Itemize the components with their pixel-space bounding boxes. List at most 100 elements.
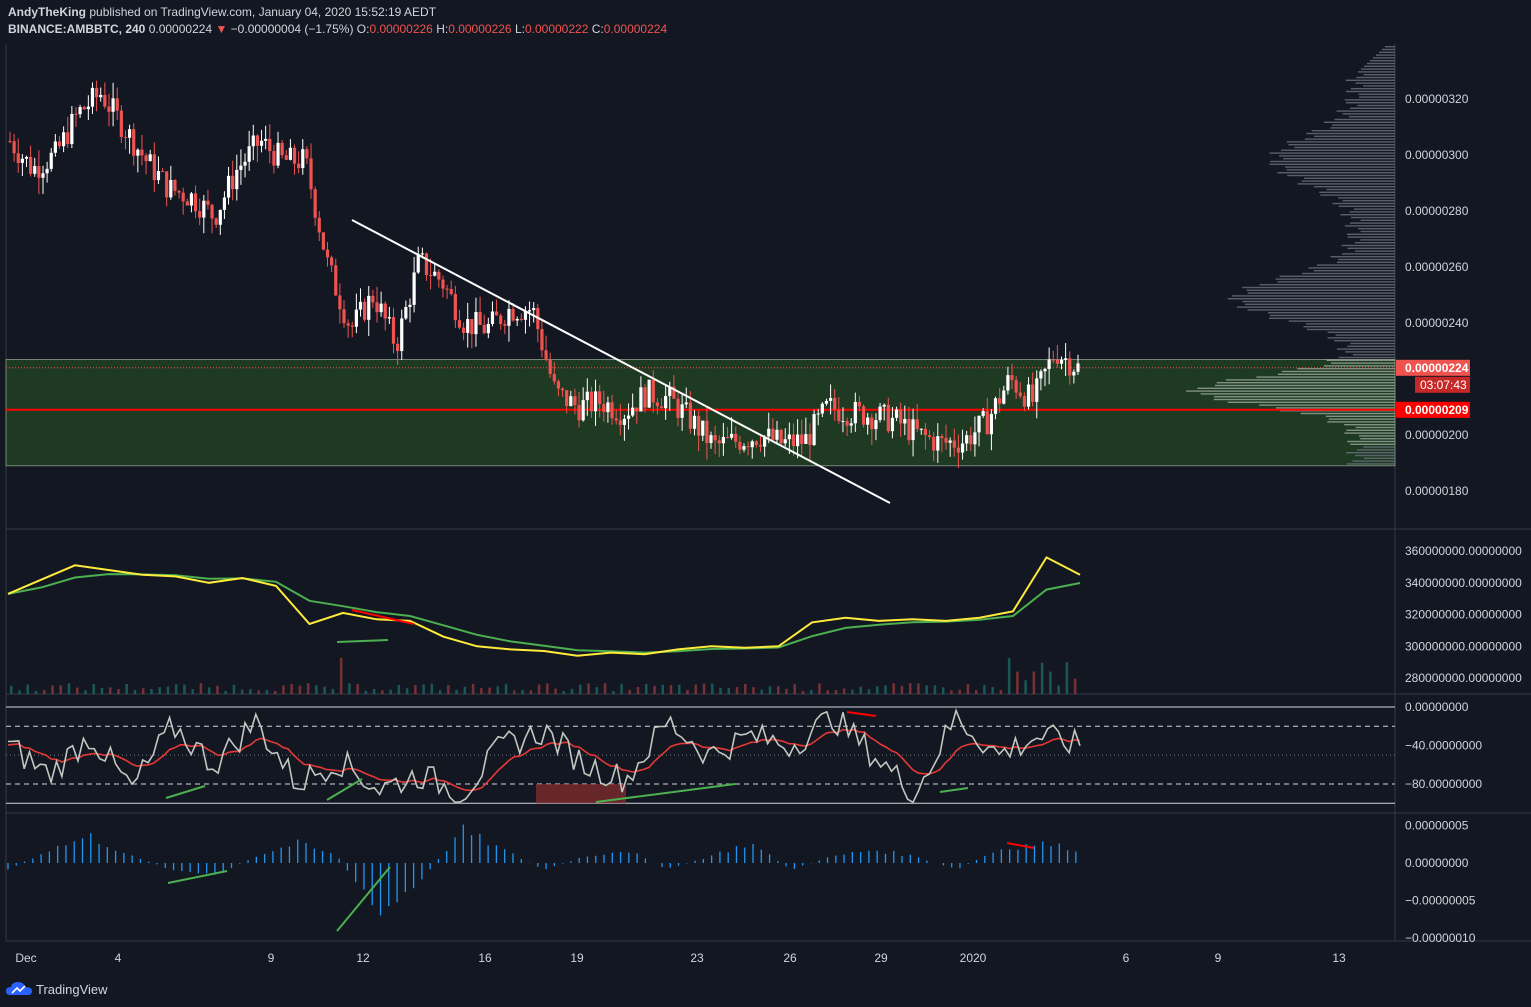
candle-body: [272, 151, 276, 166]
candle-body: [181, 192, 185, 202]
candle-body: [1072, 371, 1076, 376]
candle-body: [1059, 359, 1064, 364]
volume-profile-bar: [1294, 146, 1395, 149]
candle-body: [565, 390, 569, 407]
candle-body: [581, 400, 585, 421]
volume-bar: [933, 685, 937, 694]
volume-profile-bar: [1346, 463, 1395, 465]
close-value: 0.00000224: [603, 22, 668, 36]
candle-body: [251, 135, 255, 147]
candle-body: [775, 429, 779, 440]
candle-body: [907, 418, 911, 441]
volume-bar: [562, 690, 566, 694]
volume-profile-bar: [1270, 160, 1395, 163]
author-name[interactable]: AndyTheKing: [8, 5, 86, 19]
candle-body: [523, 311, 528, 320]
obv-axis-label: 360000000.00000000: [1405, 544, 1522, 558]
candle-body: [655, 402, 659, 407]
obv-axis[interactable]: 360000000.00000000 340000000.00000000 3200…: [1405, 544, 1522, 685]
candle-body: [391, 317, 396, 344]
candle-body: [342, 309, 346, 324]
time-axis[interactable]: Dec 4 9 12 16 19 23 26 29 2020 6 9 13: [15, 951, 1346, 965]
candle-body: [899, 409, 903, 424]
candle-body: [548, 359, 552, 374]
candle-body: [358, 301, 363, 310]
obv-pane[interactable]: [7, 556, 1081, 694]
volume-profile-bar: [1227, 298, 1395, 300]
price-axis-label: 0.00000260: [1405, 260, 1469, 274]
volume-profile-bar: [1344, 424, 1395, 426]
candle-body: [820, 403, 824, 414]
price-axis[interactable]: 0.00000320 0.00000300 0.00000280 0.00000260…: [1396, 92, 1470, 498]
volume-profile-bar: [1334, 340, 1395, 342]
williams-r-pane[interactable]: [6, 706, 1395, 804]
trendline[interactable]: [351, 219, 891, 504]
candle-body: [264, 138, 268, 141]
volume-bar: [133, 689, 137, 694]
candle-body: [606, 402, 610, 413]
candle-body: [952, 440, 956, 448]
price-pane[interactable]: [5, 46, 1396, 504]
volume-bars: [10, 658, 1077, 694]
volume-bar: [579, 684, 582, 694]
volume-bar: [760, 689, 763, 694]
volume-profile-bar: [1279, 275, 1395, 277]
candles: [8, 80, 1080, 469]
macd-pane[interactable]: [7, 824, 1077, 932]
volume-bar: [669, 685, 673, 694]
candle-body: [664, 395, 668, 409]
volume-profile-bar: [1319, 191, 1395, 193]
candle-body: [367, 295, 371, 320]
volume-bar: [917, 683, 920, 694]
open-label: O:: [356, 22, 370, 36]
volume-bar: [496, 686, 500, 694]
candle-body: [206, 200, 210, 205]
volume-profile-bar: [1269, 152, 1395, 154]
volume-profile-bar: [1336, 261, 1395, 263]
candle-body: [346, 323, 350, 326]
candle-body: [486, 323, 490, 334]
volume-bar: [51, 685, 54, 694]
candle-body: [816, 413, 820, 415]
candle-body: [845, 420, 849, 426]
volume-profile-bar: [1303, 326, 1395, 328]
wr-axis[interactable]: 0.00000000 −40.00000000 −80.00000000: [1405, 700, 1482, 791]
candle-body: [668, 386, 672, 396]
candle-body: [350, 325, 354, 327]
volume-profile-bar: [1338, 356, 1395, 359]
candle-body: [301, 149, 305, 169]
macd-axis[interactable]: 0.00000005 0.00000000 −0.00000005 −0.000000…: [1405, 819, 1476, 946]
wr-guides: [6, 706, 1395, 804]
chart-canvas[interactable]: 0.00000320 0.00000300 0.00000280 0.00000260…: [0, 44, 1531, 973]
volume-bar: [364, 690, 368, 694]
time-axis-label: 2020: [960, 951, 987, 965]
candle-body: [730, 433, 734, 438]
candle-body: [932, 436, 936, 451]
volume-bar: [306, 683, 310, 694]
candle-body: [791, 434, 796, 447]
volume-profile-bar: [1323, 121, 1395, 123]
volume-bar: [282, 685, 285, 694]
candle-body: [354, 309, 358, 327]
volume-profile-bar: [1327, 331, 1395, 333]
candle-body: [511, 308, 515, 321]
volume-profile-bar: [1379, 51, 1395, 53]
candle-body: [911, 419, 915, 441]
candle-body: [882, 404, 886, 407]
volume-profile-bar: [1360, 239, 1395, 241]
candle-body: [998, 398, 1002, 404]
volume-bar: [298, 685, 302, 694]
tradingview-logo[interactable]: TradingView: [6, 981, 108, 997]
candle-body: [94, 87, 99, 98]
candle-body: [313, 189, 317, 218]
volume-profile-bar: [1363, 74, 1395, 76]
candle-body: [218, 209, 222, 225]
candle-body: [222, 197, 227, 210]
bearish-divergence-line: [351, 609, 415, 625]
candle-body: [404, 306, 408, 319]
candle-body: [408, 304, 412, 307]
candle-body: [721, 436, 725, 444]
volume-profile-bar: [1358, 93, 1395, 95]
volume-profile-bar: [1355, 250, 1395, 252]
symbol-label[interactable]: BINANCE:AMBBTC, 240: [8, 22, 146, 36]
